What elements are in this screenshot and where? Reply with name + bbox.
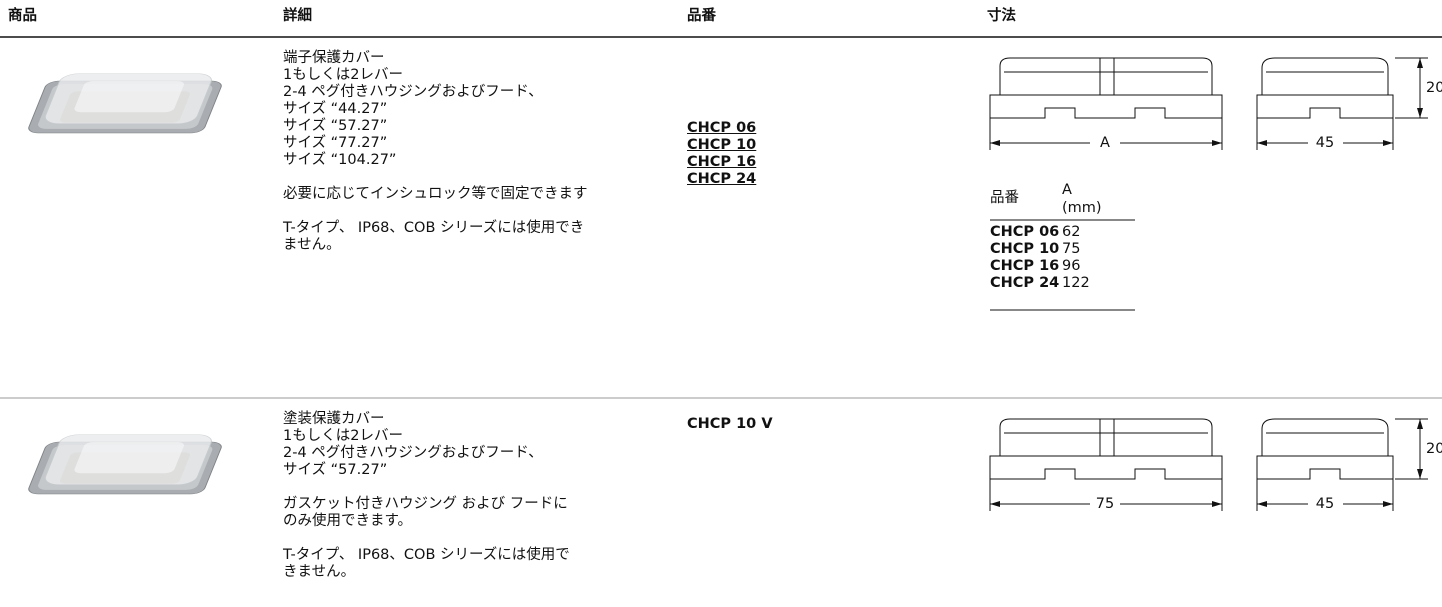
part-number: CHCP 24	[990, 275, 1060, 291]
dimension-label: 45	[1316, 496, 1334, 512]
side-cover	[1261, 57, 1389, 95]
front-cover	[999, 418, 1213, 456]
part-number: CHCP 10	[990, 241, 1060, 257]
dimension-value: 75	[1062, 241, 1081, 257]
extension	[1395, 57, 1428, 119]
column-header: 寸法	[987, 8, 1016, 24]
front-cover	[999, 57, 1213, 95]
detail-text: 2-4 ペグ付きハウジングおよびフード、	[283, 84, 543, 100]
side-cover	[1261, 418, 1389, 456]
detail-text: ません。	[283, 237, 341, 253]
detail-text: きません。	[283, 564, 356, 580]
part-number: CHCP 24	[687, 171, 757, 187]
part-number: CHCP 06	[990, 224, 1060, 240]
side-base	[1256, 94, 1394, 119]
column-header: 詳細	[283, 8, 312, 24]
detail-text: のみ使用できます。	[283, 513, 413, 529]
detail-text: T-タイプ、 IP68、COB シリーズには使用でき	[283, 220, 585, 236]
detail-text: 2-4 ペグ付きハウジングおよびフード、	[283, 445, 543, 461]
extension	[1256, 479, 1394, 511]
extension	[989, 118, 1223, 150]
extension	[989, 479, 1223, 511]
detail-text: サイズ “104.27”	[283, 152, 397, 168]
detail-text: 塗装保護カバー	[283, 411, 385, 427]
part-number: CHCP 06	[687, 120, 757, 136]
dimension-value: 62	[1062, 224, 1081, 240]
detail-text: サイズ “57.27”	[283, 118, 388, 134]
part-number: CHCP 10 V	[687, 416, 773, 432]
detail-text: 端子保護カバー	[283, 50, 385, 66]
side-base	[1256, 455, 1394, 480]
dimension-label: 20	[1426, 80, 1442, 96]
extension	[1256, 118, 1394, 150]
detail-text: サイズ “57.27”	[283, 462, 388, 478]
detail-text: 1もしくは2レバー	[283, 428, 403, 444]
dimension-value: 122	[1062, 275, 1090, 291]
detail-text: サイズ “44.27”	[283, 101, 388, 117]
part-number: CHCP 10	[687, 137, 757, 153]
detail-text: サイズ “77.27”	[283, 135, 388, 151]
product-photo	[28, 434, 222, 495]
part-number: CHCP 16	[687, 154, 757, 170]
column-header: 商品	[8, 8, 37, 24]
detail-text: T-タイプ、 IP68、COB シリーズには使用で	[283, 547, 570, 563]
detail-text: 必要に応じてインシュロック等で固定できます	[283, 186, 588, 202]
product-photo	[28, 73, 222, 134]
front-base	[989, 455, 1223, 480]
detail-text: ガスケット付きハウジング および フードに	[283, 496, 568, 512]
extension	[1395, 418, 1428, 480]
part-number: CHCP 16	[990, 258, 1060, 274]
table-header: A	[1062, 182, 1072, 198]
dimension-label: 75	[1096, 496, 1114, 512]
table-header: (mm)	[1062, 200, 1102, 216]
dimension-value: 96	[1062, 258, 1081, 274]
dimension-label: 20	[1426, 441, 1442, 457]
dimension-label: A	[1100, 135, 1110, 151]
detail-text: 1もしくは2レバー	[283, 67, 403, 83]
column-header: 品番	[687, 8, 716, 24]
table-header: 品番	[990, 190, 1019, 206]
dimension-label: 45	[1316, 135, 1334, 151]
front-base	[989, 94, 1223, 119]
